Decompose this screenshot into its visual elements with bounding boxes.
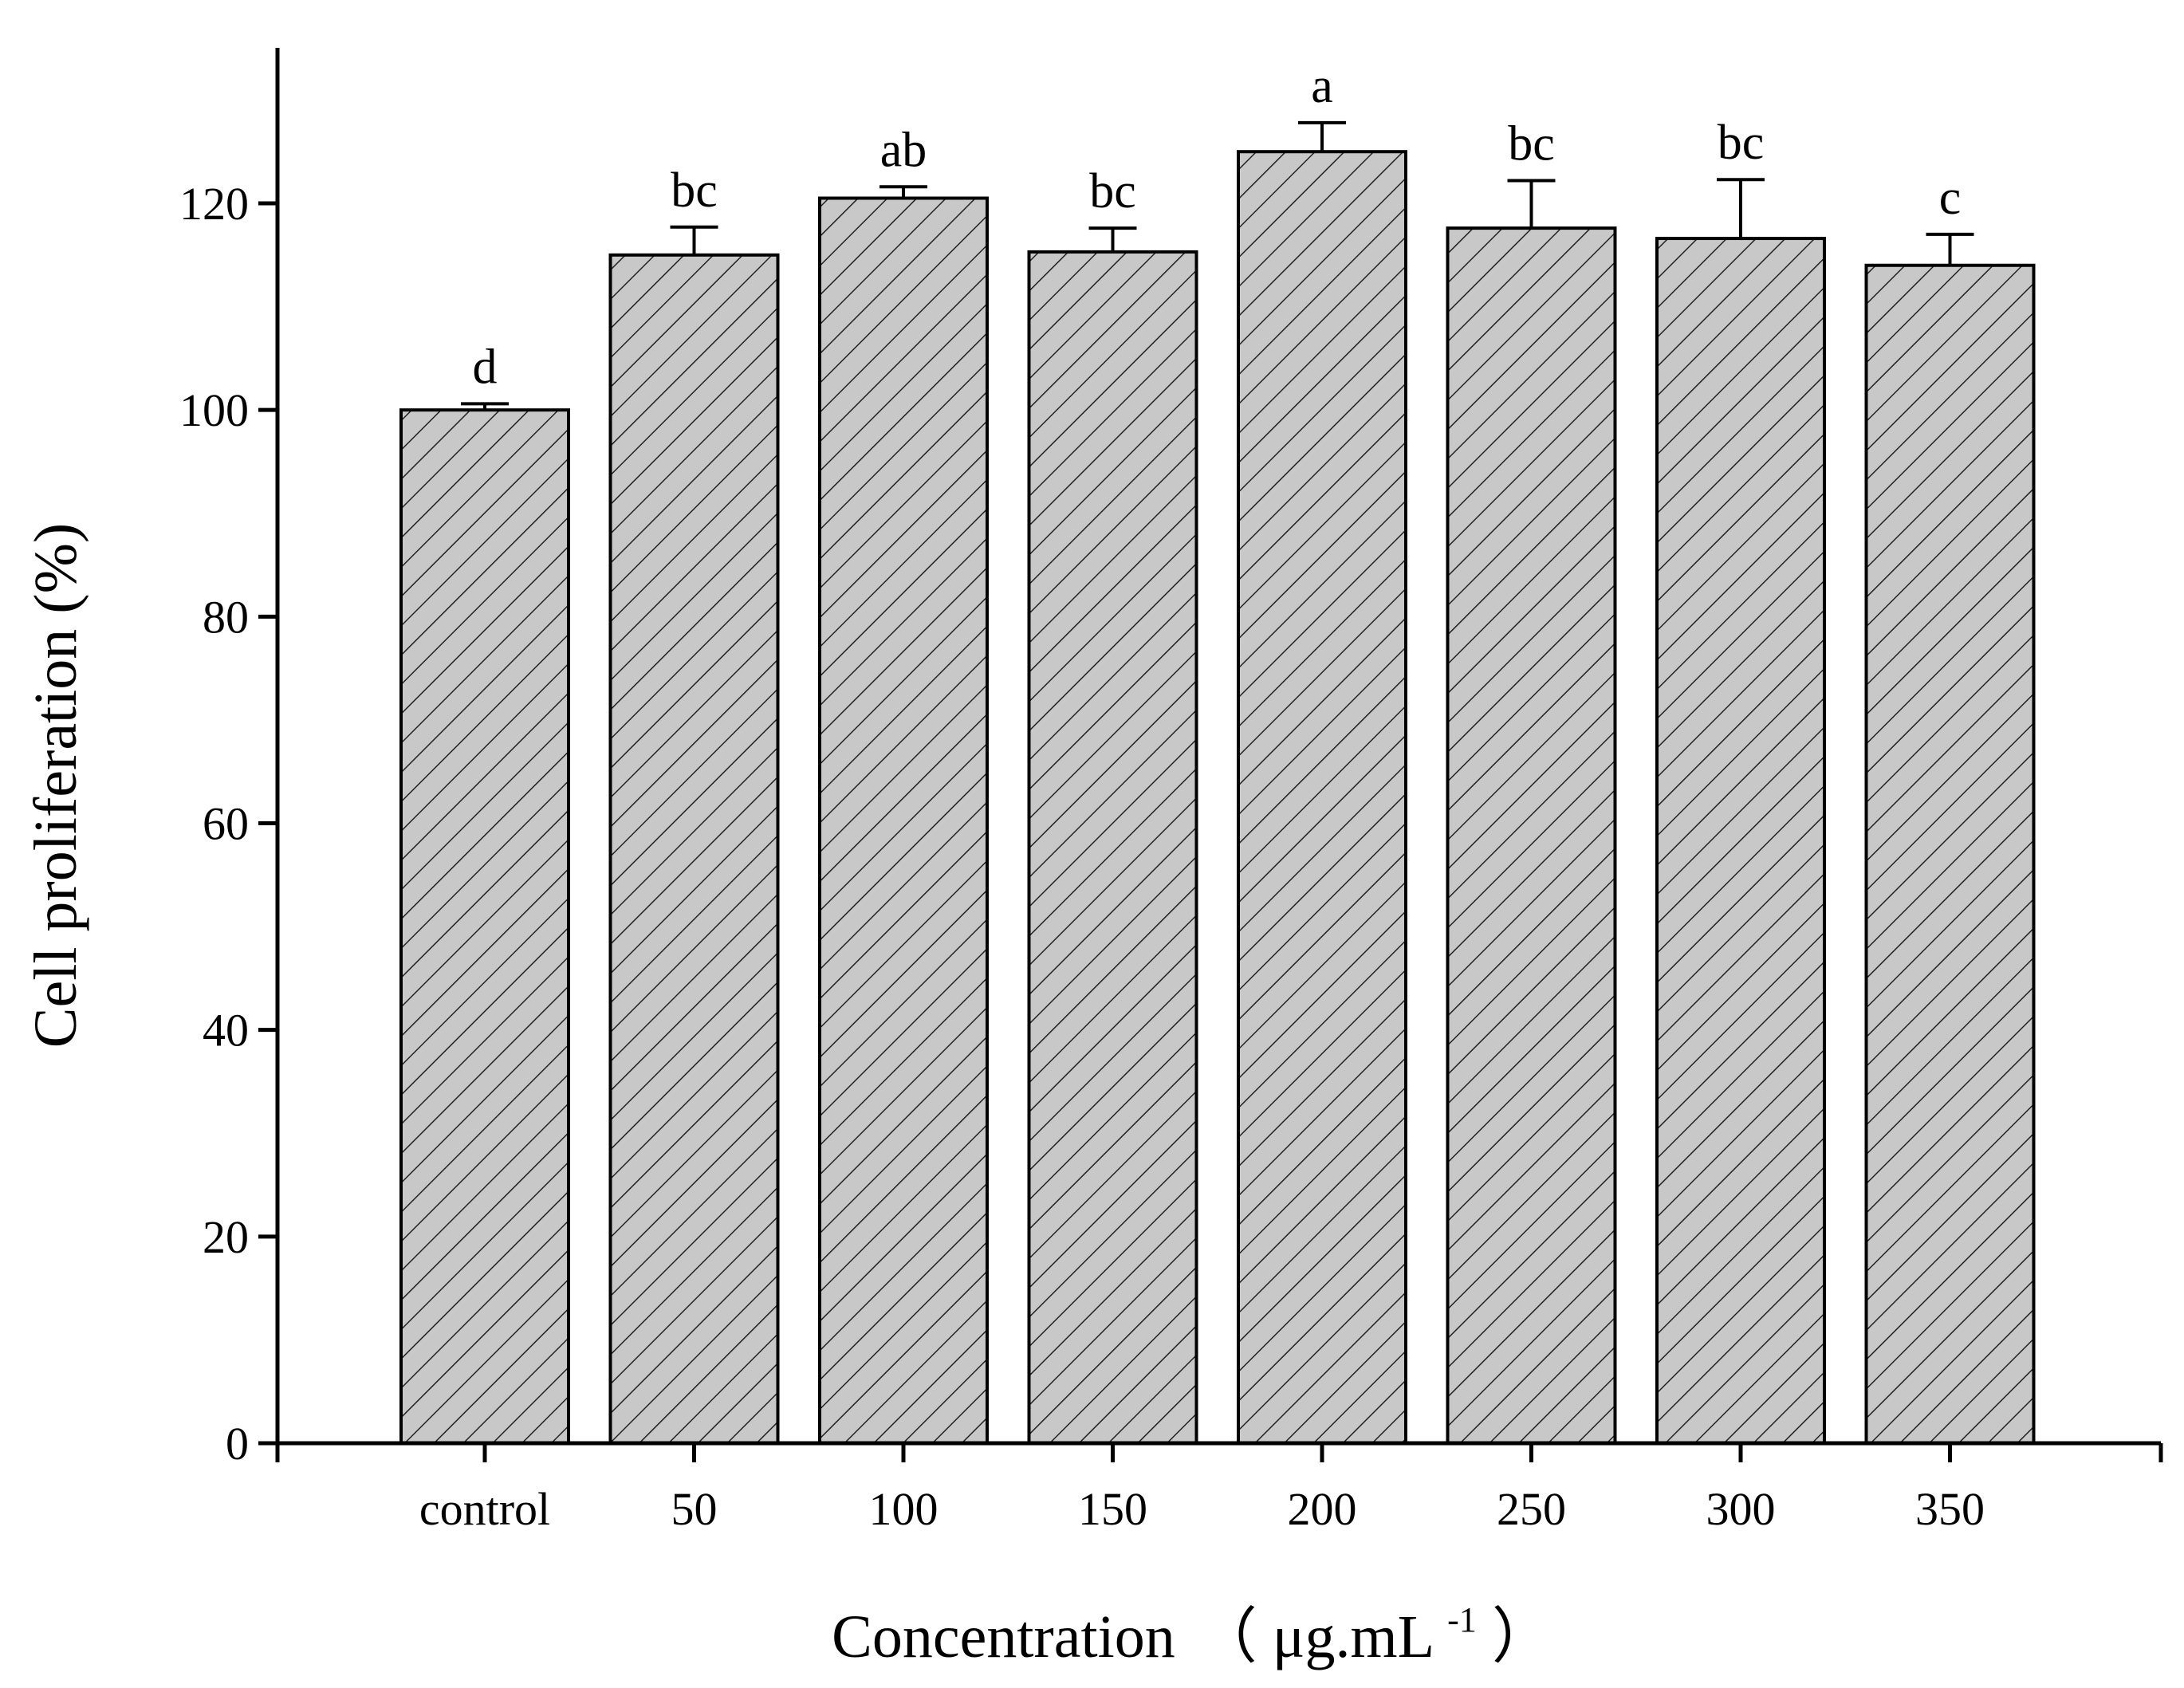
x-tick-label: 200 — [1288, 1483, 1357, 1535]
y-ticks: 0 20 40 60 80 100 120 — [179, 178, 277, 1470]
significance-label: bc — [1718, 116, 1765, 170]
y-tick-label: 100 — [179, 384, 249, 436]
bar — [1655, 237, 1826, 1445]
x-tick-label: control — [419, 1483, 550, 1535]
bar — [399, 408, 570, 1446]
y-tick-label: 20 — [203, 1211, 249, 1263]
bar — [608, 253, 780, 1446]
significance-label: d — [473, 340, 498, 394]
y-tick-label: 0 — [226, 1418, 249, 1470]
x-tick-label: 350 — [1915, 1483, 1985, 1535]
y-tick-label: 80 — [203, 591, 249, 643]
x-tick-label: 100 — [869, 1483, 939, 1535]
y-tick-label: 120 — [179, 178, 249, 230]
x-axis-title-unit-exponent: -1 — [1447, 1600, 1477, 1639]
x-tick-label: 250 — [1497, 1483, 1566, 1535]
significance-labels-layer: d bc ab bc a bc bc c — [473, 59, 1962, 394]
significance-label: bc — [1089, 164, 1136, 218]
significance-label: bc — [1508, 116, 1555, 171]
bars-layer — [399, 150, 2036, 1446]
x-axis-title-main: Concentration — [832, 1603, 1175, 1670]
x-axis-title-paren-open: （ — [1197, 1603, 1257, 1670]
y-tick-label: 60 — [203, 798, 249, 850]
bar — [818, 196, 989, 1445]
y-axis-title: Cell proliferation (%) — [22, 523, 89, 1048]
significance-label: c — [1939, 171, 1962, 225]
bar — [1237, 150, 1407, 1445]
x-tick-label: 150 — [1078, 1483, 1147, 1535]
significance-label: bc — [671, 163, 718, 218]
bar — [1027, 250, 1198, 1445]
x-axis-title-unit: μg.mL — [1273, 1603, 1432, 1670]
x-ticks: control 50 100 150 200 250 300 350 — [275, 1443, 2163, 1535]
significance-label: a — [1311, 59, 1333, 113]
significance-label: ab — [880, 123, 927, 177]
x-tick-label: 50 — [671, 1483, 718, 1535]
y-tick-label: 40 — [203, 1005, 249, 1056]
x-axis-title: Concentration （ μg.mL -1 ） — [832, 1578, 1552, 1670]
x-axis-title-paren-close: ） — [1492, 1603, 1552, 1670]
bar — [1446, 226, 1617, 1446]
error-bars-layer — [461, 120, 1974, 411]
bar — [1864, 263, 2036, 1445]
x-tick-label: 300 — [1706, 1483, 1776, 1535]
